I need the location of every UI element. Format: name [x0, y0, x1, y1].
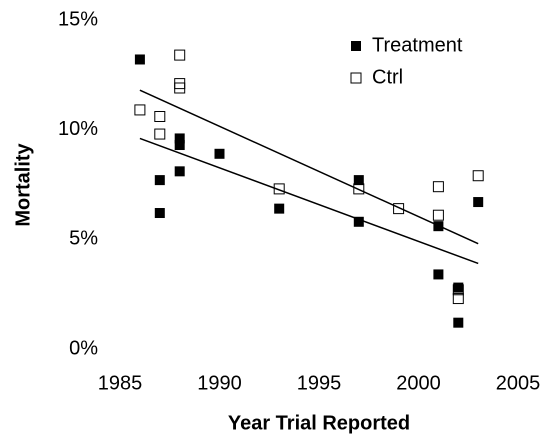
y-tick-label: 0% [69, 337, 98, 359]
point [134, 54, 145, 65]
point [453, 317, 464, 328]
point [154, 208, 165, 219]
point [174, 78, 186, 90]
y-axis-title: Mortality [12, 142, 34, 226]
point [154, 111, 166, 123]
y-tick-label: 5% [69, 228, 98, 250]
point [134, 104, 146, 116]
y-tick-label: 15% [58, 8, 98, 30]
point [174, 133, 185, 144]
point [174, 140, 185, 151]
point [174, 82, 186, 94]
point [353, 216, 364, 227]
legend-marker [350, 72, 362, 84]
point [453, 282, 464, 293]
trend-line [139, 137, 479, 265]
x-tick-label: 1985 [98, 372, 143, 394]
point [433, 269, 444, 280]
point [353, 175, 364, 186]
point [353, 183, 365, 195]
y-tick-label: 10% [58, 118, 98, 140]
point [214, 148, 225, 159]
trend-line [139, 89, 479, 245]
point [473, 197, 484, 208]
x-tick-label: 1995 [297, 372, 342, 394]
x-tick-label: 1990 [197, 372, 242, 394]
point [174, 49, 186, 61]
x-tick-label: 2000 [396, 372, 441, 394]
legend-marker [351, 41, 361, 51]
point [432, 209, 444, 221]
point [393, 203, 405, 215]
legend-label: Ctrl [372, 66, 403, 88]
point [154, 175, 165, 186]
x-tick-label: 2005 [496, 372, 541, 394]
x-axis-title: Year Trial Reported [228, 412, 410, 434]
point [432, 181, 444, 193]
point [273, 183, 285, 195]
point [452, 293, 464, 305]
point [472, 170, 484, 182]
point [452, 284, 464, 296]
legend-label: Treatment [372, 34, 463, 56]
point [274, 203, 285, 214]
point [174, 166, 185, 177]
point [154, 128, 166, 140]
